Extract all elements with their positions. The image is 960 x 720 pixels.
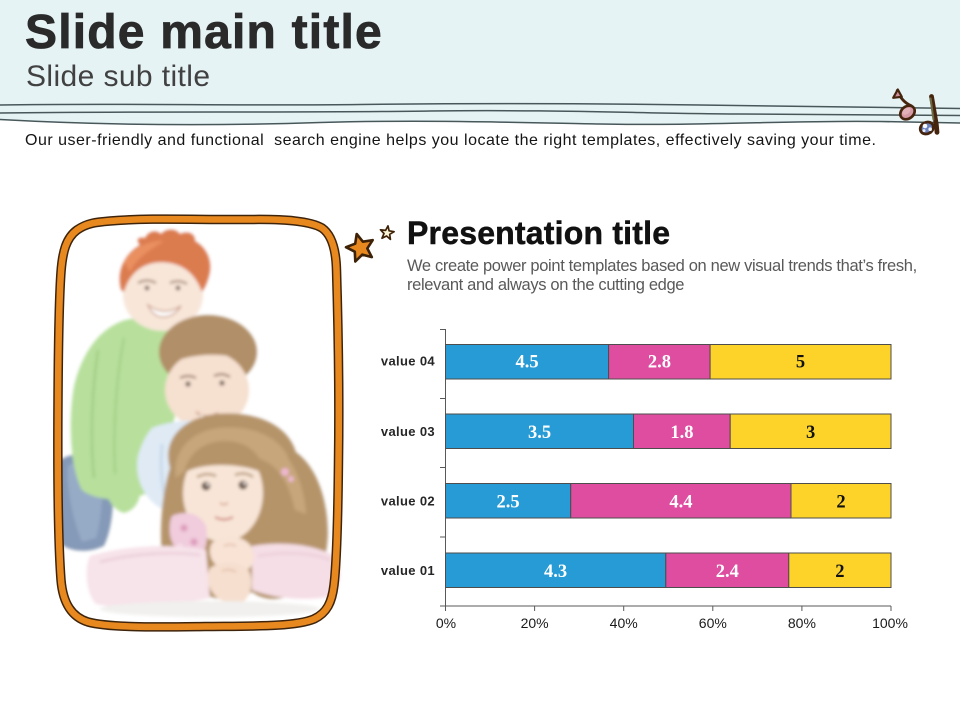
svg-text:2.8: 2.8 xyxy=(648,353,671,373)
svg-text:40%: 40% xyxy=(610,615,638,631)
svg-text:60%: 60% xyxy=(699,615,727,631)
svg-text:4.3: 4.3 xyxy=(544,562,567,582)
svg-text:4.5: 4.5 xyxy=(515,353,538,373)
svg-text:value 02: value 02 xyxy=(381,494,435,509)
svg-text:100%: 100% xyxy=(872,615,908,631)
svg-text:2: 2 xyxy=(835,562,844,582)
svg-text:20%: 20% xyxy=(521,615,549,631)
svg-text:2: 2 xyxy=(836,493,845,513)
svg-text:value 01: value 01 xyxy=(381,563,435,578)
svg-text:0%: 0% xyxy=(436,615,456,631)
svg-text:value 03: value 03 xyxy=(381,424,435,439)
svg-text:value 04: value 04 xyxy=(381,354,436,369)
svg-text:3.5: 3.5 xyxy=(528,423,551,443)
svg-text:1.8: 1.8 xyxy=(670,423,693,443)
svg-text:5: 5 xyxy=(796,353,805,373)
svg-text:80%: 80% xyxy=(788,615,816,631)
svg-text:2.4: 2.4 xyxy=(716,562,739,582)
svg-text:3: 3 xyxy=(806,423,815,443)
svg-text:4.4: 4.4 xyxy=(669,493,692,513)
svg-text:2.5: 2.5 xyxy=(496,493,519,513)
